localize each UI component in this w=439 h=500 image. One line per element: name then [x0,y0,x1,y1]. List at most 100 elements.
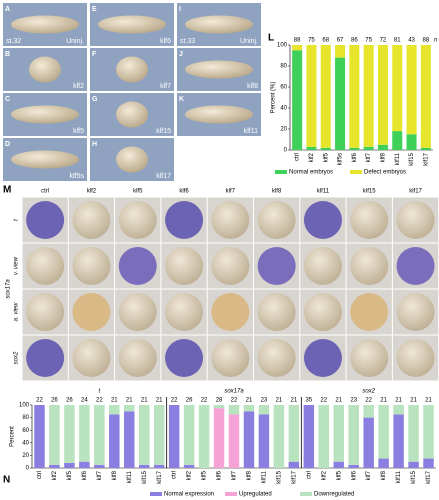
embryo [303,293,342,331]
row-label: a. view [14,302,20,321]
bar-segment [423,405,434,459]
bar-segment [318,405,330,468]
embryo [116,146,148,173]
embryo [211,247,250,285]
x-tick-label: klf8 [381,470,387,480]
y-label: Percent [10,426,16,447]
x-tick-label: klf2 [309,152,315,162]
bar-segment [109,405,120,415]
n-symbol: n [434,38,437,44]
x-tick-label: klf5 [202,470,208,480]
bar-segment [153,405,165,465]
x-tick-label: klf8 [381,152,387,162]
column-header: klf5 [133,189,143,195]
n-label: 26 [51,398,58,404]
group-title: t [98,389,100,395]
bar-segment [64,462,75,468]
stage-label: st.32 [6,38,21,45]
x-tick-label: klf6 [351,470,357,480]
panel-letter: D [5,141,10,148]
n-label: 26 [66,398,73,404]
x-tick-label: klf2 [321,470,327,480]
gene-label: sox17a [6,279,12,299]
n-label: 24 [81,398,88,404]
embryo [303,247,342,285]
x-tick-label: klf8 [247,470,253,480]
bar-segment [228,414,240,468]
x-tick-label: ctrl [37,471,43,479]
bar-segment [420,45,431,148]
bar-segment [348,405,359,465]
legend-label: Normal expression [164,492,214,498]
n-label: 22 [36,398,43,404]
bar-segment [303,405,315,468]
embryo [396,201,435,239]
panel-letter: M [3,185,11,196]
embryo [165,339,204,377]
bar-segment [243,405,255,412]
n-label: 22 [96,398,103,404]
embryo [350,247,389,285]
y-tick-label: 100 [277,43,288,49]
x-tick-label: klf6 [217,470,223,480]
embryo [165,201,204,239]
embryo [257,247,296,285]
y-tick-label: 20 [280,127,287,133]
panel-label: Uninj. [66,38,84,45]
bar-segment [94,464,105,468]
embryo [11,15,79,34]
bar-segment [153,464,165,468]
panel-letter: I [179,6,181,13]
panel-label: klf11 [244,128,258,135]
embryo [303,201,342,239]
embryo [165,293,204,331]
n-label: 21 [276,398,283,404]
legend-label: Defect embryos [364,170,406,176]
y-tick-label: 100 [19,403,30,409]
y-tick-label: 60 [280,85,287,91]
x-tick-label: klf7 [366,152,372,162]
x-tick-label: klf5s [338,153,344,165]
embryo [26,247,65,285]
bar-segment [335,45,346,58]
bar-segment [349,45,360,148]
embryo [116,101,148,128]
bar-segment [292,50,303,150]
x-tick-label: klf15 [409,152,415,165]
embryo [185,60,253,79]
x-tick-label: klf11 [262,470,268,483]
bar-segment [79,461,90,468]
x-tick-label: klf15 [142,470,148,483]
bar-segment [393,405,404,415]
row-label: t [14,219,20,221]
n-label: 75 [308,38,315,44]
legend-swatch [150,492,162,496]
n-label: 88 [294,38,301,44]
bar-segment [406,45,417,135]
embryo [98,15,166,34]
bar-segment [258,405,270,415]
y-tick-label: 20 [22,453,29,459]
column-header: klf7 [226,189,236,195]
x-tick-label: ctrl [295,153,301,161]
bar-segment [138,464,150,468]
n-label: 28 [216,398,223,404]
x-tick-label: klf5 [336,470,342,480]
embryo [257,293,296,331]
column-header: klf2 [87,189,97,195]
panel-letter: B [5,51,10,58]
n-label: 86 [351,38,358,44]
bar-segment [258,414,270,468]
n-label: 35 [305,398,312,404]
panel-letter: F [92,51,97,58]
bar-segment [288,461,300,468]
bar-segment [124,405,135,412]
embryo [11,150,79,169]
legend-swatch [275,170,287,174]
n-label: 22 [320,398,327,404]
panel-letter: E [92,6,97,13]
embryo [350,201,389,239]
bar-segment [320,45,331,148]
bar-segment [333,461,344,468]
embryo [185,105,253,124]
